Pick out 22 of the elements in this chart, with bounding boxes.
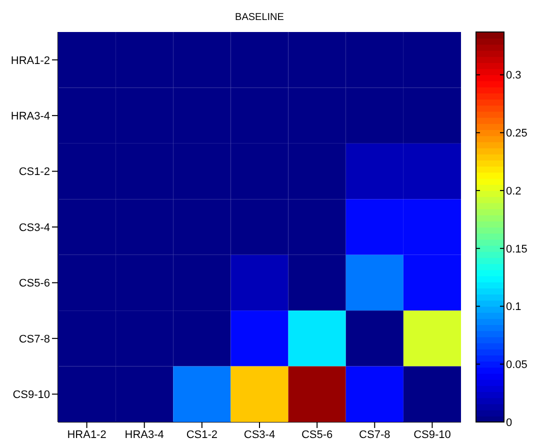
- chart-title: BASELINE: [234, 12, 285, 23]
- y-tick-label: CS3-4: [18, 222, 50, 234]
- color-bar-label: 0.1: [506, 301, 522, 314]
- y-tick-label: HRA1-2: [10, 54, 50, 67]
- x-tick-label: HRA1-2: [67, 428, 106, 441]
- y-tick-label: CS5-6: [18, 278, 50, 290]
- y-tick-label: CS1-2: [18, 166, 50, 178]
- x-tick-label: CS5-6: [301, 428, 333, 441]
- color-bar-label: 0.05: [506, 358, 528, 371]
- color-bar-label: 0.25: [506, 128, 528, 140]
- color-bar-label: 0.2: [506, 185, 522, 198]
- x-tick-label: CS1-2: [186, 428, 218, 441]
- color-bar-label: 0.3: [506, 70, 522, 82]
- x-tick-label: CS9-10: [414, 428, 451, 441]
- x-tick-label: CS7-8: [359, 428, 390, 441]
- color-bar-label: 0.15: [506, 243, 528, 256]
- y-tick-label: CS7-8: [18, 333, 50, 346]
- x-tick-label: HRA3-4: [124, 428, 164, 441]
- y-tick-label: CS9-10: [12, 389, 50, 402]
- color-bar-label: 0: [506, 416, 512, 429]
- y-tick-label: HRA3-4: [10, 110, 50, 122]
- x-tick-label: CS3-4: [244, 428, 276, 441]
